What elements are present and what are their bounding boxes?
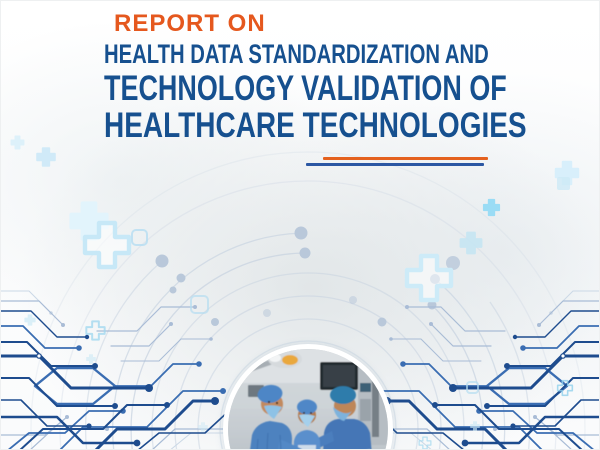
title-line-2: TECHNOLOGY VALIDATION OF (104, 69, 507, 108)
title-line-3: HEALTHCARE TECHNOLOGIES (104, 106, 527, 145)
medical-cross-icons (10, 135, 580, 449)
title-underline-orange (323, 157, 488, 160)
title-underline-blue (306, 163, 484, 166)
report-eyebrow: REPORT ON (114, 10, 266, 37)
title-block: REPORT ON HEALTH DATA STANDARDIZATION AN… (104, 9, 534, 144)
title-line-1: HEALTH DATA STANDARDIZATION AND (104, 39, 489, 69)
